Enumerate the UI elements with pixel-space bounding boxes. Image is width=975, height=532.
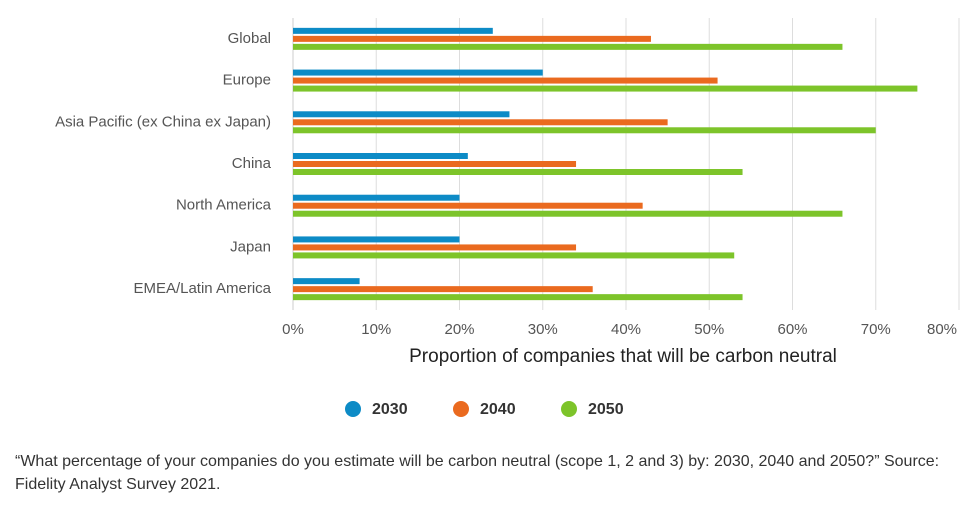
y-tick-label: Global — [228, 30, 271, 47]
bar — [293, 85, 918, 92]
bar — [293, 244, 577, 251]
x-tick-label: 0% — [282, 321, 304, 338]
bar — [293, 153, 468, 159]
bar — [293, 69, 543, 76]
bar — [293, 278, 360, 285]
x-tick-label: 30% — [528, 321, 558, 338]
bar — [293, 161, 577, 167]
bar — [293, 127, 876, 134]
bar — [293, 27, 493, 34]
bar — [293, 236, 460, 243]
bar — [293, 194, 460, 201]
bar — [293, 77, 718, 84]
bar — [293, 35, 651, 42]
y-tick-label: Asia Pacific (ex China ex Japan) — [55, 113, 271, 130]
bar — [293, 43, 843, 50]
bar — [293, 210, 843, 217]
legend-marker — [345, 401, 361, 417]
y-tick-label: Europe — [223, 72, 271, 89]
legend-label: 2040 — [480, 401, 516, 418]
y-tick-label: China — [232, 155, 272, 172]
x-tick-label: 50% — [694, 321, 724, 338]
bar — [293, 294, 743, 301]
bar — [293, 286, 593, 293]
footnote: “What percentage of your companies do yo… — [15, 453, 940, 493]
legend-label: 2030 — [372, 401, 408, 418]
legend-marker — [561, 401, 577, 417]
bar — [293, 111, 510, 118]
legend-marker — [453, 401, 469, 417]
chart: Proportion of companies that will be car… — [55, 18, 960, 418]
x-tick-label: 70% — [861, 321, 891, 338]
x-tick-label: 60% — [777, 321, 807, 338]
legend-label: 2050 — [588, 401, 624, 418]
x-tick-label: 80% — [927, 321, 957, 338]
bar — [293, 252, 735, 259]
x-tick-label: 20% — [444, 321, 474, 338]
bar — [293, 119, 668, 126]
bar — [293, 169, 743, 175]
bar — [293, 202, 643, 209]
x-tick-label: 40% — [611, 321, 641, 338]
y-tick-label: EMEA/Latin America — [133, 280, 271, 297]
x-tick-label: 10% — [361, 321, 391, 338]
x-axis-title: Proportion of companies that will be car… — [409, 346, 837, 367]
y-tick-label: North America — [176, 197, 272, 214]
y-tick-label: Japan — [230, 238, 271, 255]
